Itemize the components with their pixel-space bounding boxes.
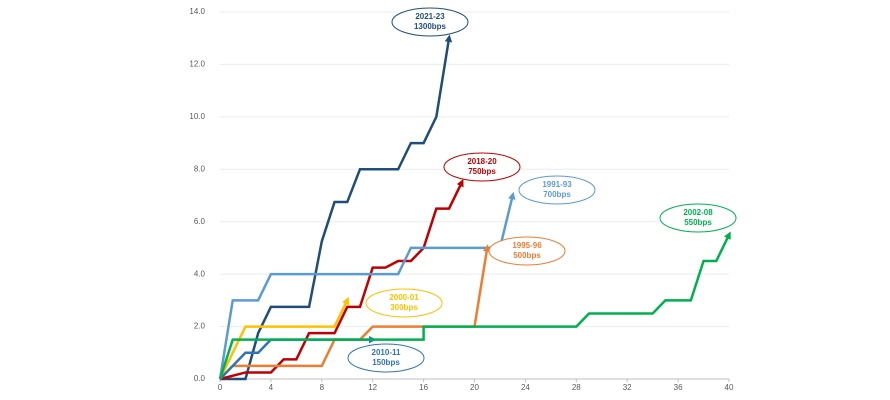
y-tick-label: 12.0 — [189, 60, 205, 69]
x-tick-label: 36 — [674, 383, 683, 392]
x-tick-label: 0 — [218, 383, 223, 392]
annotation-value: 550bps — [684, 218, 712, 227]
x-tick-label: 20 — [470, 383, 479, 392]
series-line — [220, 34, 453, 381]
x-tick-label: 32 — [623, 383, 632, 392]
annotation-bubble — [347, 343, 425, 373]
annotation-name: 2010-11 — [372, 348, 401, 357]
annotation-name: 2002-08 — [683, 208, 713, 217]
y-tick-label: 2.0 — [194, 322, 206, 331]
series-line — [219, 179, 464, 381]
annotation-bubble — [488, 236, 566, 266]
annotation-bubble — [659, 203, 737, 233]
y-tick-label: 0.0 — [194, 374, 206, 383]
x-tick-label: 28 — [572, 383, 581, 392]
annotation-name: 2021-23 — [415, 12, 445, 21]
series-line — [218, 296, 349, 380]
annotation-bubble — [365, 288, 443, 318]
annotation-bubble — [443, 152, 521, 182]
series-line — [218, 231, 731, 380]
y-tick-label: 4.0 — [194, 269, 206, 278]
x-tick-label: 12 — [368, 383, 377, 392]
annotation-value: 300bps — [390, 303, 418, 312]
y-tick-label: 10.0 — [189, 112, 205, 121]
annotation-value: 1300bps — [414, 22, 447, 31]
annotation-bubble — [518, 175, 596, 205]
annotation-name: 1991-93 — [542, 180, 572, 189]
annotation-value: 500bps — [513, 251, 541, 260]
x-tick-label: 4 — [269, 383, 274, 392]
y-tick-label: 14.0 — [189, 7, 205, 16]
annotation-value: 700bps — [543, 190, 571, 199]
x-tick-label: 16 — [419, 383, 428, 392]
x-tick-label: 24 — [521, 383, 530, 392]
annotation-value: 150bps — [372, 358, 400, 367]
x-tick-label: 8 — [320, 383, 325, 392]
annotation-bubble — [391, 7, 469, 37]
annotation-value: 750bps — [468, 167, 496, 176]
y-tick-label: 6.0 — [194, 217, 206, 226]
y-tick-label: 8.0 — [194, 164, 206, 173]
annotation-name: 2018-20 — [467, 157, 497, 166]
annotation-name: 1995-96 — [512, 241, 542, 250]
x-tick-label: 40 — [725, 383, 734, 392]
annotation-name: 2000-01 — [389, 293, 419, 302]
